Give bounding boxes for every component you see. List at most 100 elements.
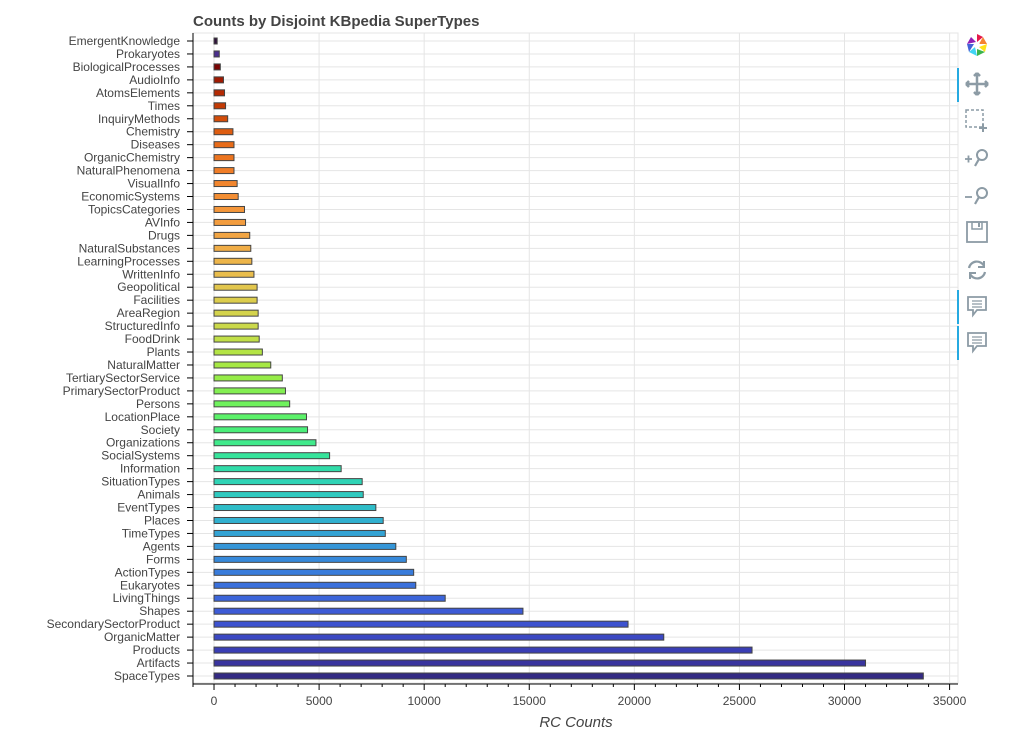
y-axis-ticks: EmergentKnowledgeProkaryotesBiologicalPr… [47, 34, 193, 683]
bar-NaturalSubstances[interactable] [213, 244, 252, 252]
bokeh-logo-icon[interactable] [955, 30, 999, 62]
toolbar [955, 30, 999, 370]
bar-OrganicChemistry[interactable] [213, 154, 235, 162]
hover-tool-button-2[interactable] [955, 326, 999, 360]
bar-Drugs[interactable] [213, 231, 251, 239]
bar-EconomicSystems[interactable] [213, 193, 239, 201]
bar-AtomsElements[interactable] [213, 89, 226, 97]
bar-SocialSystems[interactable] [213, 452, 331, 460]
hover-tool-button-1[interactable] [955, 290, 999, 324]
hover-icon [967, 332, 987, 354]
bar-Shapes[interactable] [213, 607, 524, 615]
bar-Times[interactable] [213, 102, 227, 110]
y-tick-label: WrittenInfo [122, 267, 180, 281]
bar-ActionTypes[interactable] [213, 568, 415, 576]
bar-LivingThings[interactable] [213, 594, 446, 602]
save-tool-button[interactable] [955, 216, 999, 248]
y-tick-label: SpaceTypes [114, 669, 180, 683]
y-tick-label: InquiryMethods [98, 112, 180, 126]
y-tick-label: BiologicalProcesses [73, 60, 180, 74]
y-tick-label: Diseases [131, 138, 180, 152]
bar-Animals[interactable] [213, 491, 364, 499]
x-tick-label: 0 [211, 694, 218, 708]
x-tick-label: 10000 [407, 694, 441, 708]
y-tick-label: EconomicSystems [81, 190, 180, 204]
zoom-in-tool-button[interactable] [955, 142, 999, 174]
pan-tool-button[interactable] [955, 68, 999, 102]
bar-FoodDrink[interactable] [213, 335, 260, 343]
zoom-out-tool-button[interactable] [955, 180, 999, 212]
bar-EventTypes[interactable] [213, 504, 377, 512]
bar-AudioInfo[interactable] [213, 76, 224, 84]
bar-Products[interactable] [213, 646, 753, 654]
y-tick-label: FoodDrink [125, 332, 181, 346]
y-tick-label: SecondarySectorProduct [47, 617, 181, 631]
bar-TopicsCategories[interactable] [213, 205, 245, 213]
bar-LearningProcesses[interactable] [213, 257, 253, 265]
bar-EmergentKnowledge[interactable] [213, 37, 218, 45]
bar-Prokaryotes[interactable] [213, 50, 220, 58]
bar-AVInfo[interactable] [213, 218, 247, 226]
y-tick-label: Information [120, 462, 180, 476]
reset-icon [967, 260, 987, 280]
y-tick-label: SocialSystems [101, 449, 180, 463]
y-tick-label: Geopolitical [117, 280, 180, 294]
bar-NaturalPhenomena[interactable] [213, 167, 235, 175]
y-tick-label: Society [141, 423, 180, 437]
bar-Information[interactable] [213, 465, 342, 473]
bar-InquiryMethods[interactable] [213, 115, 229, 123]
y-tick-label: Organizations [106, 436, 180, 450]
bar-LocationPlace[interactable] [213, 413, 307, 421]
bar-Persons[interactable] [213, 400, 291, 408]
bar-Chemistry[interactable] [213, 128, 234, 136]
bar-BiologicalProcesses[interactable] [213, 63, 221, 71]
bar-OrganicMatter[interactable] [213, 633, 665, 641]
bar-WrittenInfo[interactable] [213, 270, 255, 278]
y-tick-label: TertiarySectorService [66, 371, 180, 385]
x-tick-label: 30000 [828, 694, 862, 708]
bar-Eukaryotes[interactable] [213, 581, 417, 589]
y-tick-label: AudioInfo [129, 73, 180, 87]
bar-SituationTypes[interactable] [213, 478, 363, 486]
bar-Agents[interactable] [213, 542, 397, 550]
bar-VisualInfo[interactable] [213, 180, 238, 188]
bar-AreaRegion[interactable] [213, 309, 259, 317]
bar-TertiarySectorService[interactable] [213, 374, 283, 382]
bar-Places[interactable] [213, 516, 384, 524]
y-tick-label: Prokaryotes [116, 47, 180, 61]
box-zoom-icon [965, 109, 987, 132]
x-axis-ticks: 0 5000 10000 15000 20000 25000 30000 35000 [192, 684, 967, 708]
y-tick-label: Products [133, 643, 180, 657]
pan-icon [965, 72, 989, 96]
bar-PrimarySectorProduct[interactable] [213, 387, 286, 395]
box-zoom-tool-button[interactable] [955, 104, 999, 136]
zoom-in-icon [965, 149, 988, 167]
y-tick-label: OrganicMatter [104, 630, 180, 644]
bar-Society[interactable] [213, 426, 309, 434]
reset-tool-button[interactable] [955, 254, 999, 286]
bar-Facilities[interactable] [213, 296, 258, 304]
bar-SpaceTypes[interactable] [213, 672, 924, 680]
bar-Artifacts[interactable] [213, 659, 867, 667]
y-tick-label: TopicsCategories [88, 202, 180, 216]
y-tick-label: Eukaryotes [120, 578, 180, 592]
bar-StructuredInfo[interactable] [213, 322, 259, 330]
bar-Forms[interactable] [213, 555, 407, 563]
bar-Geopolitical[interactable] [213, 283, 258, 291]
x-tick-label: 15000 [513, 694, 547, 708]
bar-NaturalMatter[interactable] [213, 361, 272, 369]
y-tick-label: LearningProcesses [77, 254, 180, 268]
y-tick-label: Forms [146, 552, 180, 566]
bar-Plants[interactable] [213, 348, 263, 356]
y-tick-label: Chemistry [126, 125, 180, 139]
y-tick-label: PrimarySectorProduct [63, 384, 181, 398]
y-tick-label: Persons [136, 397, 180, 411]
zoom-out-icon [965, 187, 988, 205]
bar-Organizations[interactable] [213, 439, 317, 447]
y-tick-label: Artifacts [137, 656, 180, 670]
bar-SecondarySectorProduct[interactable] [213, 620, 629, 628]
bar-TimeTypes[interactable] [213, 529, 386, 537]
y-tick-label: EventTypes [117, 501, 180, 515]
bar-Diseases[interactable] [213, 141, 235, 149]
